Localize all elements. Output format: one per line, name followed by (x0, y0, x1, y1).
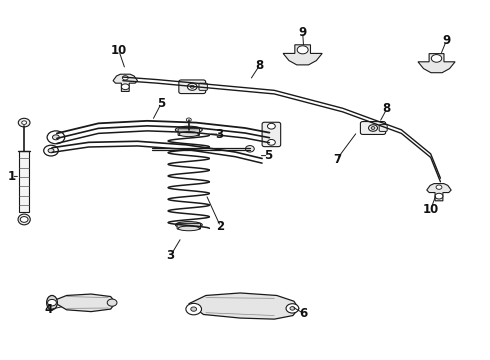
Circle shape (190, 85, 194, 88)
Text: 6: 6 (299, 307, 308, 320)
Circle shape (191, 307, 196, 311)
Text: 9: 9 (298, 26, 307, 39)
FancyBboxPatch shape (199, 83, 207, 90)
Text: 7: 7 (333, 153, 341, 166)
Polygon shape (189, 293, 299, 319)
Polygon shape (418, 54, 455, 73)
Text: 5: 5 (157, 98, 165, 111)
Circle shape (47, 131, 65, 144)
Circle shape (186, 303, 201, 315)
Ellipse shape (175, 222, 202, 228)
Circle shape (268, 139, 275, 145)
Text: 8: 8 (255, 59, 264, 72)
Circle shape (122, 76, 128, 80)
Text: 3: 3 (216, 127, 223, 141)
Circle shape (290, 307, 295, 310)
Circle shape (44, 145, 58, 156)
Ellipse shape (178, 226, 199, 231)
Text: 10: 10 (111, 44, 127, 57)
Circle shape (435, 193, 443, 199)
Circle shape (22, 121, 26, 125)
Circle shape (268, 123, 275, 129)
Circle shape (436, 185, 442, 189)
Polygon shape (427, 184, 451, 201)
Circle shape (188, 83, 197, 90)
Circle shape (186, 118, 191, 122)
FancyBboxPatch shape (19, 151, 29, 212)
Ellipse shape (18, 214, 30, 225)
Text: 3: 3 (167, 249, 175, 262)
Text: 5: 5 (264, 149, 272, 162)
Circle shape (371, 127, 375, 129)
Ellipse shape (47, 296, 57, 310)
FancyBboxPatch shape (262, 122, 281, 147)
Text: 9: 9 (442, 34, 450, 48)
Circle shape (18, 118, 30, 127)
Text: 10: 10 (422, 203, 439, 216)
Circle shape (245, 145, 254, 152)
Text: 1: 1 (7, 170, 16, 183)
FancyBboxPatch shape (177, 224, 200, 229)
Polygon shape (52, 294, 116, 312)
Circle shape (368, 125, 377, 131)
FancyBboxPatch shape (361, 122, 386, 134)
FancyBboxPatch shape (379, 125, 387, 131)
Polygon shape (113, 74, 138, 91)
Circle shape (52, 135, 59, 140)
Circle shape (297, 46, 308, 54)
Circle shape (20, 217, 28, 222)
Circle shape (48, 148, 54, 153)
FancyBboxPatch shape (178, 129, 199, 135)
Circle shape (107, 299, 117, 306)
Circle shape (431, 55, 441, 62)
Text: 8: 8 (383, 103, 391, 116)
Polygon shape (283, 45, 322, 65)
FancyBboxPatch shape (179, 80, 206, 94)
Circle shape (122, 84, 129, 90)
Ellipse shape (179, 132, 198, 136)
Text: 4: 4 (45, 303, 53, 316)
Text: 2: 2 (217, 220, 224, 233)
Circle shape (48, 300, 56, 306)
Ellipse shape (175, 126, 202, 134)
Circle shape (286, 304, 299, 313)
